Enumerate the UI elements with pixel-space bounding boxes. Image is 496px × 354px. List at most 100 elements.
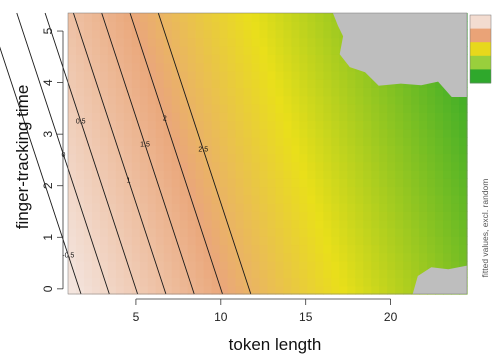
heat-cell [107,194,117,204]
heat-cell [99,170,109,179]
heat-cell [68,227,77,237]
heat-cell [259,120,269,130]
heat-cell [107,29,117,39]
heat-cell [403,161,412,171]
heat-cell [315,112,324,122]
heat-cell [107,161,117,171]
heat-cell [331,277,340,287]
heat-cell [435,103,444,113]
heat-cell [403,244,412,254]
heat-cell [211,70,221,80]
heat-cell [411,219,420,229]
heat-cell [251,136,261,146]
heat-cell [291,269,301,279]
heat-cell [459,178,468,188]
heat-cell [219,269,229,279]
heat-cell [323,70,332,80]
heat-cell [163,269,173,279]
heat-cell [331,95,340,105]
heat-cell [147,37,157,47]
heat-cell [139,194,149,204]
heat-cell [211,79,221,88]
contour-line [129,12,223,295]
heat-cell [411,269,420,279]
heat-cell [75,62,85,72]
heat-cell [371,136,380,146]
heat-cell [155,236,165,246]
heat-cell [187,260,197,270]
heat-cell [291,62,301,72]
heat-cell [387,252,396,262]
heat-cell [187,285,197,295]
heat-cell [99,54,109,64]
heat-cell [147,128,157,138]
heat-cell [259,103,269,113]
heat-cell [68,95,77,105]
heat-cell [99,46,109,55]
heat-cell [203,161,213,171]
heat-cell [91,29,101,39]
heat-cell [139,62,149,72]
heat-cell [323,260,332,270]
heat-cell [83,79,93,88]
heat-cell [107,120,117,130]
heat-cell [83,87,93,97]
heat-cell [283,170,293,179]
heat-cell [411,186,420,196]
heat-cell [195,252,205,262]
heat-cell [347,153,356,163]
heat-cell [203,87,213,97]
heat-cell [107,244,117,254]
heat-cell [315,79,324,88]
heat-cell [75,145,85,155]
heat-cell [323,252,332,262]
heat-cell [163,120,173,130]
heat-cell [243,178,253,188]
heat-cell [419,211,428,221]
heat-cell [131,194,141,204]
heat-cell [107,79,117,88]
heat-cell [195,170,205,179]
heat-cell [195,186,205,196]
heat-cell [115,269,125,279]
heat-cell [163,277,173,287]
heat-cell [307,37,316,47]
heat-cell [227,277,237,287]
heat-cell [163,252,173,262]
heat-cell [299,70,308,80]
heat-cell [235,37,245,47]
contour-label: 0.5 [76,118,86,125]
heat-cell [131,153,141,163]
heat-cell [355,161,364,171]
heat-cell [379,112,388,122]
heat-cell [91,70,101,80]
heat-cell [291,277,301,287]
heat-cell [307,87,316,97]
heat-cell [195,194,205,204]
heat-cell [227,186,237,196]
heat-cell [139,103,149,113]
heat-cell [427,128,436,138]
heat-cell [211,153,221,163]
heat-cell [395,170,404,179]
heat-cell [363,227,372,237]
heat-cell [139,203,149,212]
heat-cell [339,112,348,122]
heat-cell [171,178,181,188]
heat-cell [107,62,117,72]
heat-cell [155,285,165,295]
heat-cell [171,13,181,22]
heat-cell [83,29,93,39]
heat-cell [451,211,460,221]
heat-cell [443,203,452,212]
heat-cell [347,252,356,262]
heat-cell [371,103,380,113]
heat-cell [395,211,404,221]
heat-cell [411,170,420,179]
heat-cell [291,46,301,55]
heat-cell [68,252,77,262]
heat-cell [283,219,293,229]
heat-cell [219,112,229,122]
heat-cell [163,260,173,270]
heat-cell [435,186,444,196]
